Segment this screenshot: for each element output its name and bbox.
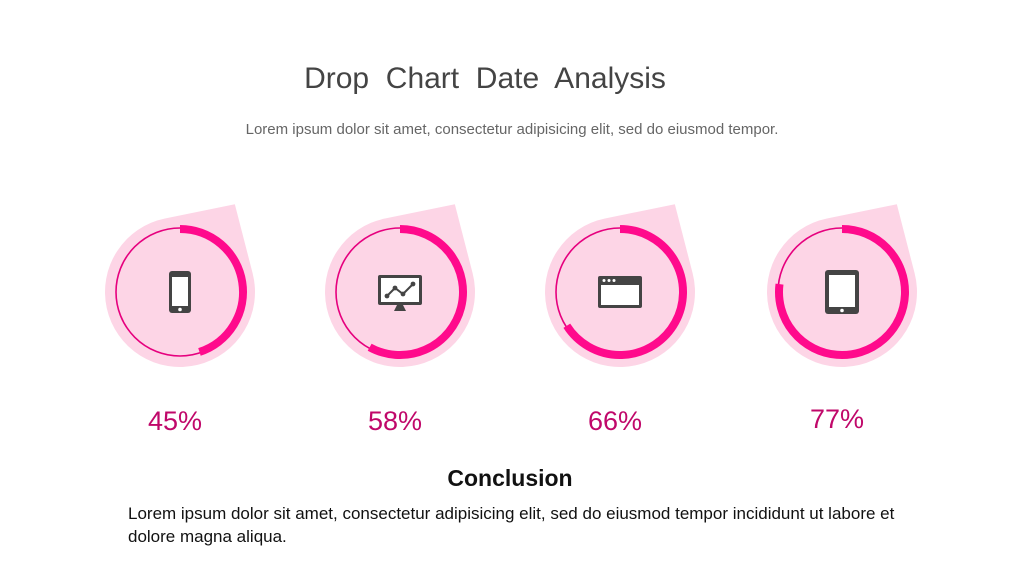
icon bbox=[172, 277, 188, 306]
conclusion-title: Conclusion bbox=[447, 465, 573, 491]
icon bbox=[598, 276, 642, 308]
icon bbox=[410, 281, 416, 287]
progress-arc bbox=[179, 225, 247, 356]
progress-arc bbox=[563, 225, 687, 359]
icon bbox=[840, 308, 844, 313]
icon bbox=[381, 278, 419, 302]
icon bbox=[178, 307, 182, 312]
icon bbox=[825, 270, 859, 314]
chart-subtitle: Lorem ipsum dolor sit amet, consectetur … bbox=[245, 121, 779, 138]
icon bbox=[394, 305, 406, 311]
icon bbox=[378, 275, 422, 311]
icon bbox=[392, 285, 398, 291]
icon bbox=[386, 283, 414, 297]
value-label: 77% bbox=[810, 404, 864, 434]
drop-chart bbox=[105, 204, 256, 367]
drop-chart bbox=[767, 204, 917, 367]
drop-chart bbox=[325, 204, 475, 367]
conclusion-text: Lorem ipsum dolor sit amet, consectetur … bbox=[128, 504, 895, 546]
icon bbox=[384, 293, 390, 299]
icon bbox=[169, 271, 191, 313]
chart-title: Drop Chart Date Analysis bbox=[304, 62, 666, 95]
progress-arc bbox=[775, 225, 909, 359]
value-label: 58% bbox=[368, 406, 422, 436]
drop-chart bbox=[545, 204, 695, 367]
icon bbox=[400, 291, 406, 297]
icon bbox=[829, 275, 855, 307]
progress-arc bbox=[367, 225, 467, 359]
value-label: 45% bbox=[148, 406, 202, 436]
icon bbox=[601, 285, 639, 305]
icon bbox=[602, 279, 606, 282]
value-label: 66% bbox=[588, 406, 642, 436]
icon bbox=[612, 279, 616, 282]
icon bbox=[607, 279, 611, 282]
